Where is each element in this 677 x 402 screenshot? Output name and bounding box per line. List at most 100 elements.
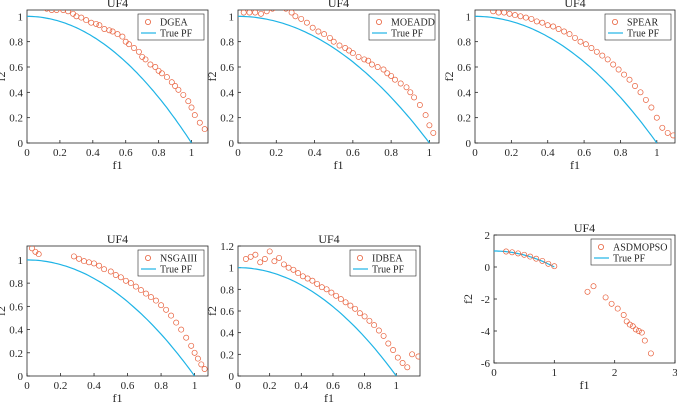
data-point: [333, 292, 340, 299]
data-point: [298, 15, 305, 22]
data-point: [602, 294, 609, 301]
data-point: [194, 355, 201, 362]
data-point: [361, 56, 368, 63]
plot-frame: [237, 9, 440, 144]
y-tick-label: 0.4: [220, 328, 234, 340]
data-point: [390, 347, 397, 353]
data-point: [295, 270, 302, 277]
data-point: [385, 340, 392, 347]
data-point: [638, 329, 645, 336]
legend-label-true-pf: True PF: [372, 265, 405, 276]
data-point: [544, 22, 551, 29]
y-tick-label: 0.4: [9, 325, 23, 337]
data-point: [422, 112, 429, 119]
data-point: [131, 45, 137, 51]
data-point: [127, 280, 134, 287]
data-point: [647, 350, 654, 357]
y-tick-label: 0.8: [9, 37, 23, 49]
subplot-5: 0 0.2 0.4 0.6 0.8 1 0 0.2 0.4 0.6 0.8 1 1.2 UF4 f1 f2 ID…: [205, 232, 421, 402]
data-point: [404, 364, 411, 371]
data-point: [148, 294, 154, 301]
legend-label-algorithm: IDBEA: [372, 254, 403, 265]
legend-label-algorithm: MOEADD: [391, 18, 435, 29]
y-tick-label: 0.4: [457, 87, 471, 99]
legend-label-algorithm: DGEA: [160, 18, 189, 29]
data-point: [266, 248, 273, 255]
data-point: [641, 337, 648, 344]
y-tick-label: 1: [466, 11, 472, 23]
data-point: [257, 259, 264, 266]
data-point: [246, 10, 253, 16]
data-point: [623, 318, 630, 325]
y-tick-label: 0: [229, 138, 235, 150]
data-point: [380, 332, 387, 339]
x-tick-label: 0.4: [541, 147, 555, 159]
data-point: [321, 31, 328, 38]
y-tick-label: 0.8: [457, 37, 471, 49]
data-point: [632, 83, 638, 89]
legend-label-true-pf: True PF: [391, 29, 424, 40]
data-point: [614, 305, 621, 312]
y-tick-label: 0: [18, 371, 24, 383]
x-tick-label: 0.8: [154, 380, 168, 392]
data-point: [653, 114, 660, 121]
data-point: [521, 251, 528, 258]
data-point: [356, 310, 363, 317]
subplot-2: 0 0.2 0.4 0.6 0.8 1 0 0.2 0.4 0.6 0.8 1 UF4 f1 f2 MOEAD…: [205, 0, 440, 172]
data-point: [132, 283, 139, 290]
x-tick-label: 0.2: [263, 380, 277, 392]
subplot-1: 0 0.2 0.4 0.6 0.8 1 0 0.2 0.4 0.6 0.8 1 UF4 f1 f2 DGEAT…: [0, 0, 209, 172]
data-point: [527, 253, 534, 260]
x-tick-label: 0.4: [308, 147, 322, 159]
y-tick-label: 0.2: [457, 113, 471, 125]
subplot-3: 0 0.2 0.4 0.6 0.8 1 0 0.2 0.4 0.6 0.8 1 UF4 f1 f2 SPEAR…: [442, 0, 676, 172]
y-tick-label: 0.2: [9, 113, 23, 125]
data-point: [582, 41, 589, 48]
data-point: [509, 249, 516, 256]
legend-label-true-pf: True PF: [613, 254, 646, 265]
data-point: [119, 33, 126, 40]
chart-title: UF4: [318, 232, 339, 246]
data-point: [276, 254, 283, 261]
legend-box: [590, 238, 672, 266]
x-tick-label: 0.4: [86, 147, 100, 159]
legend-marker-algorithm: [144, 18, 151, 25]
data-point: [615, 66, 622, 73]
x-tick-label: 1: [552, 367, 558, 379]
x-axis-label: f1: [113, 158, 123, 172]
y-tick-label: 0.6: [9, 301, 23, 313]
data-point: [173, 319, 180, 326]
data-point: [309, 277, 316, 284]
chart-title: UF4: [564, 0, 585, 10]
data-point: [328, 289, 335, 296]
legend-marker-algorithm: [144, 254, 151, 261]
data-point: [561, 28, 568, 35]
true-pf-line: [494, 250, 555, 268]
data-point: [153, 297, 159, 304]
data-point: [70, 253, 77, 260]
data-point: [175, 86, 182, 93]
data-point: [517, 13, 524, 20]
data-point: [196, 119, 203, 126]
x-tick-label: 1: [394, 380, 400, 392]
y-tick-label: 0: [466, 138, 472, 150]
data-point: [91, 260, 97, 267]
data-point: [550, 23, 557, 30]
data-point: [114, 31, 121, 38]
data-point: [369, 61, 375, 68]
y-axis-label: f2: [0, 72, 8, 82]
data-point: [659, 124, 666, 131]
data-point: [240, 10, 247, 16]
data-point: [304, 275, 311, 282]
y-tick-label: -4: [481, 326, 491, 338]
legend-box: [604, 13, 672, 41]
data-point: [342, 45, 349, 51]
legend-marker-algorithm: [612, 18, 619, 25]
data-point: [632, 326, 639, 333]
data-point: [566, 31, 573, 38]
legend-label-algorithm: NSGAIII: [160, 254, 197, 265]
data-point: [53, 10, 60, 13]
data-point: [201, 366, 208, 372]
chart-title: UF4: [107, 0, 128, 10]
data-point: [178, 326, 185, 333]
